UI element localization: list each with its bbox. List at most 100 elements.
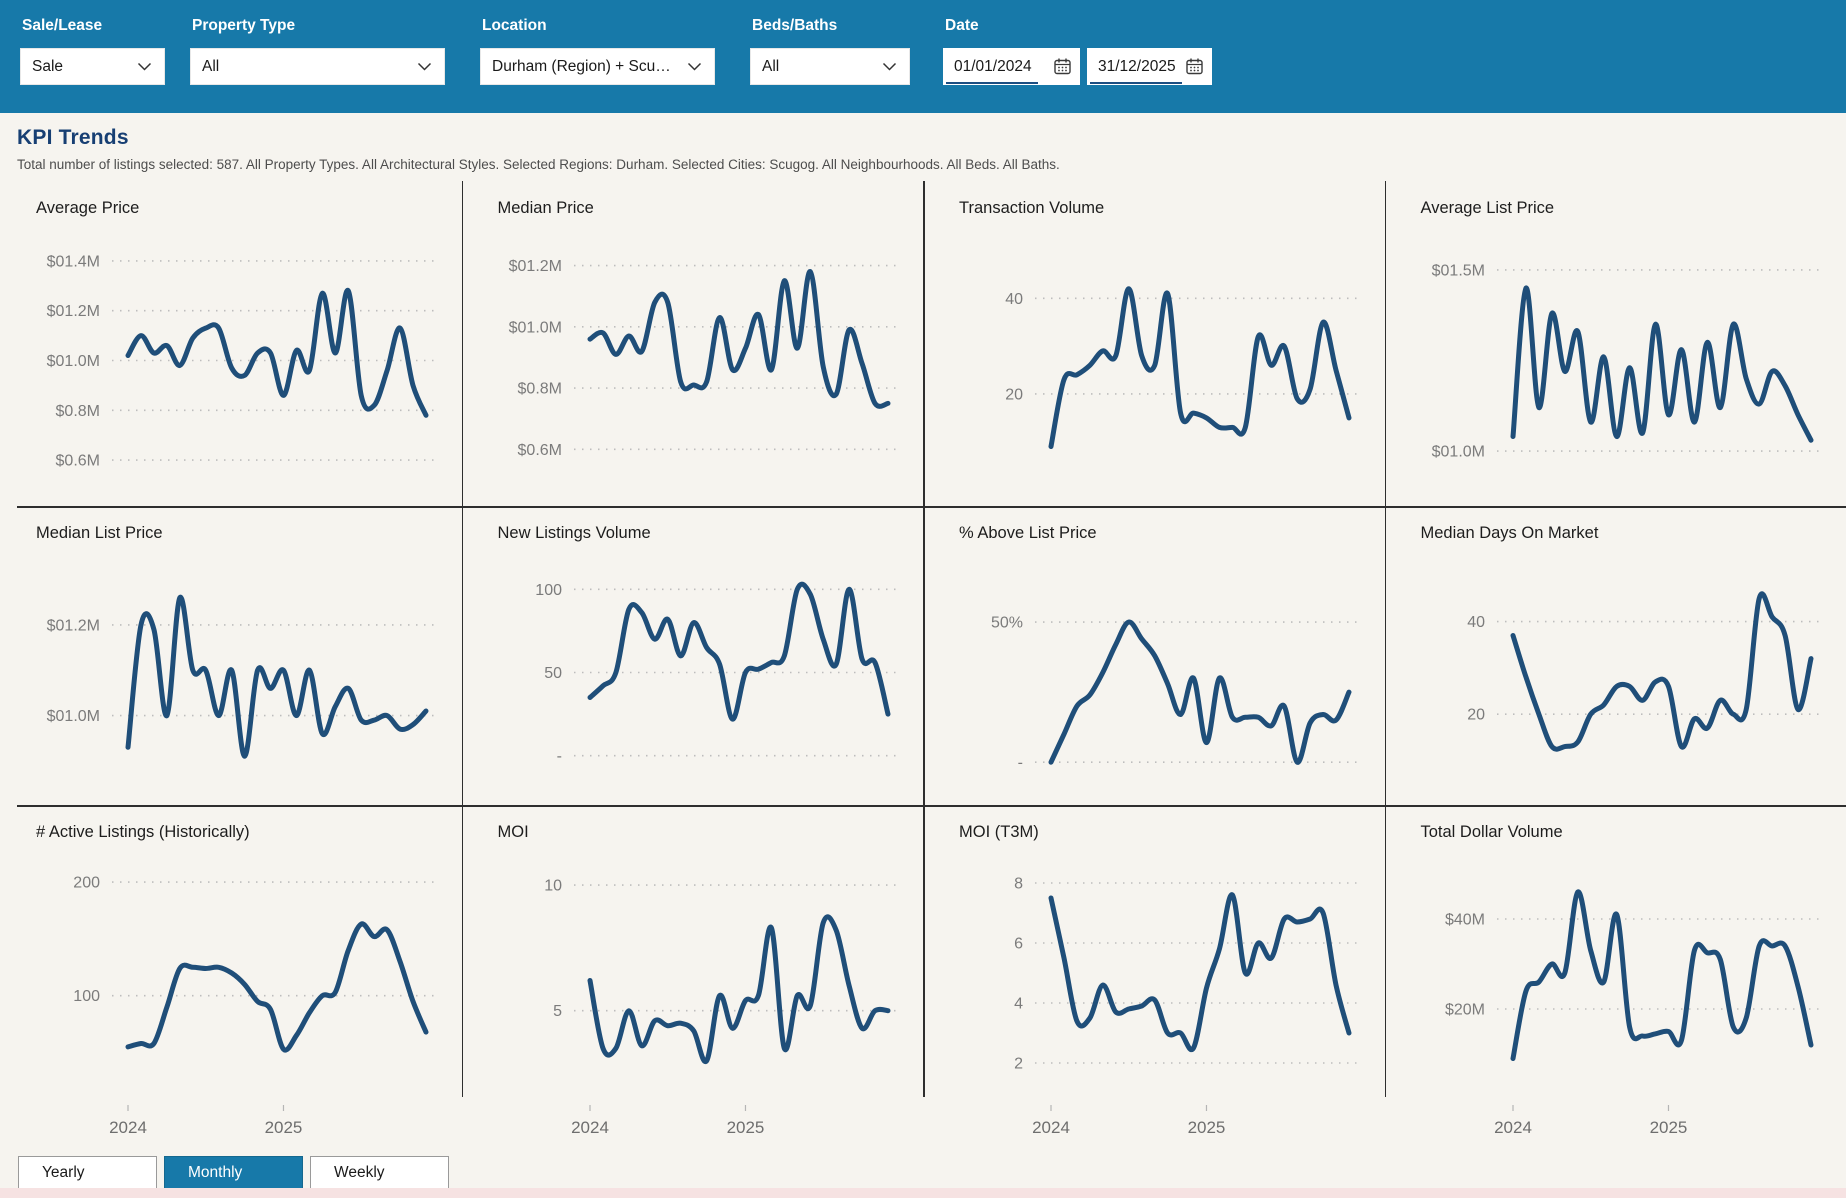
filter-label-beds-baths: Beds/Baths — [752, 17, 838, 34]
property-type-select[interactable]: All — [190, 48, 445, 85]
kpi-cell: Median List Price $01.2M $01.0M — [0, 506, 462, 805]
chart-canvas: $01.2M $01.0M $0.8M $0.6M — [508, 258, 900, 459]
bottom-strip — [0, 1188, 1846, 1198]
kpi-grid: Average Price $01.4M $01.2M $01.0M $0.8M $0.6… — [0, 181, 1846, 1143]
monthly-button[interactable]: Monthly — [164, 1156, 303, 1189]
x-tick-label: 2024 — [1494, 1118, 1532, 1137]
y-tick-label: $01.5M — [1431, 262, 1484, 279]
date-from-value: 01/01/2024 — [954, 57, 1032, 75]
chart-canvas: 100 50 - — [535, 581, 900, 765]
date-to-value: 31/12/2025 — [1098, 57, 1176, 75]
trend-line — [1048, 892, 1352, 1053]
chart-title: # Active Listings (Historically) — [36, 823, 250, 841]
beds-baths-select[interactable]: All — [750, 48, 910, 85]
trend-line — [125, 921, 429, 1053]
filter-label-sale-lease: Sale/Lease — [22, 17, 103, 34]
trend-line — [1048, 286, 1352, 449]
chart-canvas: 40 20 — [1005, 286, 1361, 449]
kpi-cell: Average List Price $01.5M $01.0M — [1385, 181, 1846, 506]
calendar-icon[interactable] — [1053, 57, 1072, 76]
y-tick-label: $01.0M — [1431, 444, 1484, 461]
y-tick-label: $01.2M — [47, 617, 100, 634]
date-from-input[interactable]: 01/01/2024 — [943, 48, 1080, 85]
y-tick-label: $01.0M — [508, 319, 561, 336]
date-to-input[interactable]: 31/12/2025 — [1087, 48, 1212, 85]
y-tick-label: $01.2M — [508, 258, 561, 275]
filter-date: Date 01/01/2024 31/12/2025 — [943, 15, 1212, 85]
chart-title: Median Price — [497, 199, 594, 217]
calendar-icon[interactable] — [1185, 57, 1204, 76]
chart-canvas: $01.4M $01.2M $01.0M $0.8M $0.6M — [47, 253, 438, 470]
y-tick-label: 40 — [1467, 614, 1485, 631]
kpi-trends-page: KPI Trends Total number of listings sele… — [0, 126, 1846, 1198]
y-tick-label: 4 — [1014, 996, 1023, 1013]
chart-canvas: 10 5 2024 2025 — [544, 878, 900, 1137]
filter-bar: Sale/Lease Sale Property Type All Locati… — [0, 0, 1846, 113]
trend-line — [1048, 619, 1352, 765]
y-tick-label: 5 — [553, 1003, 562, 1020]
y-tick-label: - — [1018, 755, 1023, 772]
date-from-underline — [946, 82, 1038, 84]
trend-line — [1510, 889, 1813, 1061]
x-tick-label: 2024 — [1032, 1118, 1070, 1137]
chevron-down-icon — [417, 62, 432, 71]
chart-canvas: $40M $20M 2024 2025 — [1444, 889, 1823, 1137]
chart-title: Average Price — [36, 199, 140, 217]
x-tick-label: 2024 — [109, 1118, 147, 1137]
filter-sale-lease: Sale/Lease Sale — [20, 15, 165, 85]
filter-property-type: Property Type All — [190, 15, 445, 85]
trend-line — [587, 581, 890, 722]
chart-title: % Above List Price — [959, 524, 1097, 542]
chart-title: MOI — [497, 823, 529, 841]
chart-canvas: 200 100 2024 2025 — [73, 875, 438, 1137]
chevron-down-icon — [882, 62, 897, 71]
y-tick-label: $01.0M — [47, 708, 100, 725]
y-tick-label: 10 — [544, 878, 562, 895]
kpi-cell: Median Days On Market 40 20 — [1385, 506, 1846, 805]
kpi-cell: Total Dollar Volume $40M $20M 2024 2025 — [1385, 805, 1846, 1143]
trend-line — [1510, 285, 1813, 443]
kpi-cell: Median Price $01.2M $01.0M $0.8M $0.6M — [462, 181, 924, 506]
weekly-button[interactable]: Weekly — [310, 1156, 449, 1189]
x-tick-label: 2025 — [726, 1118, 764, 1137]
y-tick-label: 40 — [1005, 291, 1023, 308]
location-select[interactable]: Durham (Region) + Scugog … — [480, 48, 715, 85]
chart-canvas: $01.5M $01.0M — [1431, 262, 1823, 461]
yearly-button[interactable]: Yearly — [18, 1156, 157, 1189]
sale-lease-select[interactable]: Sale — [20, 48, 165, 85]
trend-line — [125, 288, 429, 418]
trend-line — [587, 914, 890, 1065]
chart-title: New Listings Volume — [497, 524, 651, 542]
kpi-cell: Average Price $01.4M $01.2M $01.0M $0.8M $0.6… — [0, 181, 462, 506]
filter-label-property-type: Property Type — [192, 17, 296, 34]
kpi-cell: MOI 10 5 2024 2025 — [462, 805, 924, 1143]
y-tick-label: 200 — [73, 875, 100, 892]
period-toggle: Yearly Monthly Weekly — [18, 1156, 1846, 1189]
filter-summary: Total number of listings selected: 587. … — [17, 157, 1060, 172]
x-tick-label: 2025 — [265, 1118, 303, 1137]
y-tick-label: $0.6M — [56, 453, 100, 470]
y-tick-label: 20 — [1005, 386, 1023, 403]
kpi-cell: New Listings Volume 100 50 - — [462, 506, 924, 805]
trend-line — [587, 269, 890, 409]
y-tick-label: 50 — [544, 665, 562, 682]
y-tick-label: 8 — [1014, 876, 1023, 893]
y-tick-label: $01.4M — [47, 253, 100, 270]
y-tick-label: $0.8M — [56, 403, 100, 420]
chevron-down-icon — [687, 62, 702, 71]
property-type-value: All — [202, 57, 220, 75]
y-tick-label: 100 — [73, 988, 100, 1005]
page-title: KPI Trends — [17, 126, 129, 149]
y-tick-label: $01.2M — [47, 303, 100, 320]
y-tick-label: $40M — [1444, 912, 1484, 929]
chart-title: Transaction Volume — [959, 199, 1105, 217]
filter-label-date: Date — [945, 17, 979, 34]
kpi-cell: Transaction Volume 40 20 — [923, 181, 1385, 506]
trend-line — [125, 595, 429, 759]
kpi-cell: MOI (T3M) 8 6 4 2 2024 2025 — [923, 805, 1385, 1143]
trend-line — [1510, 591, 1813, 752]
y-tick-label: 100 — [535, 582, 562, 599]
chevron-down-icon — [137, 62, 152, 71]
y-tick-label: 20 — [1467, 707, 1485, 724]
y-tick-label: $20M — [1444, 1002, 1484, 1019]
